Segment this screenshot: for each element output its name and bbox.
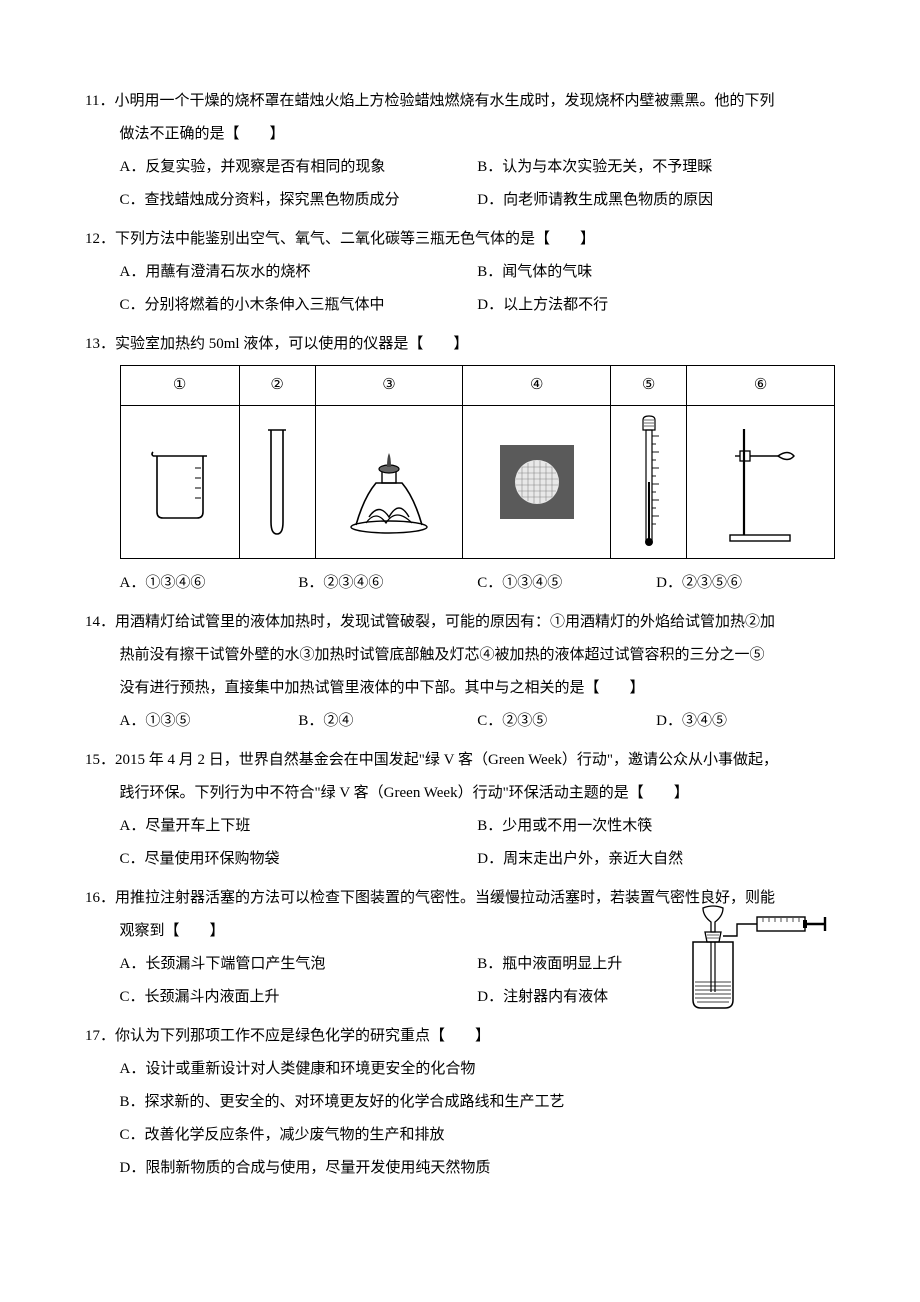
q13-opt-a: A．①③④⑥	[120, 567, 299, 600]
question-17: 17．你认为下列那项工作不应是绿色化学的研究重点【 】 A．设计或重新设计对人类…	[85, 1020, 835, 1185]
q15-stem-line2: 践行环保。下列行为中不符合"绿 V 客（Green Week）行动"环保活动主题…	[85, 777, 835, 810]
q15-opt-b: B．少用或不用一次性木筷	[477, 810, 835, 843]
q17-opt-b: B．探求新的、更安全的、对环境更友好的化学合成路线和生产工艺	[120, 1086, 836, 1119]
q13-table-wrap: ① ② ③ ④ ⑤ ⑥	[85, 365, 835, 559]
q13-opt-b: B．②③④⑥	[298, 567, 477, 600]
question-16: 16．用推拉注射器活塞的方法可以检查下图装置的气密性。当缓慢拉动活塞时，若装置气…	[85, 882, 835, 1014]
th-5: ⑤	[611, 366, 687, 406]
q16-opt-c: C．长颈漏斗内液面上升	[120, 981, 478, 1014]
q17-opt-a: A．设计或重新设计对人类健康和环境更安全的化合物	[120, 1053, 836, 1086]
q14-num: 14．	[85, 614, 115, 630]
cell-test-tube	[239, 406, 315, 559]
question-14: 14．用酒精灯给试管里的液体加热时，发现试管破裂，可能的原因有：①用酒精灯的外焰…	[85, 606, 835, 738]
q11-opt-a: A．反复实验，并观察是否有相同的现象	[120, 151, 478, 184]
q16-num: 16．	[85, 890, 115, 906]
q13-opt-d: D．②③⑤⑥	[656, 567, 835, 600]
q17-stem: 17．你认为下列那项工作不应是绿色化学的研究重点【 】	[85, 1020, 835, 1053]
q11-options: A．反复实验，并观察是否有相同的现象 B．认为与本次实验无关，不予理睬 C．查找…	[85, 151, 835, 217]
th-4: ④	[463, 366, 611, 406]
q15-num: 15．	[85, 752, 115, 768]
cell-asbestos-net	[463, 406, 611, 559]
q12-options: A．用蘸有澄清石灰水的烧杯 B．闻气体的气味 C．分别将燃着的小木条伸入三瓶气体…	[85, 256, 835, 322]
equipment-table: ① ② ③ ④ ⑤ ⑥	[120, 365, 836, 559]
cell-alcohol-lamp	[315, 406, 463, 559]
th-2: ②	[239, 366, 315, 406]
q12-opt-c: C．分别将燃着的小木条伸入三瓶气体中	[120, 289, 478, 322]
q17-opt-d: D．限制新物质的合成与使用，尽量开发使用纯天然物质	[120, 1152, 836, 1185]
q15-stem-line1: 15．2015 年 4 月 2 日，世界自然基金会在中国发起"绿 V 客（Gre…	[85, 744, 835, 777]
q15-opt-d: D．周末走出户外，亲近大自然	[477, 843, 835, 876]
alcohol-lamp-icon	[344, 427, 434, 537]
th-6: ⑥	[687, 366, 835, 406]
q11-stem-line2: 做法不正确的是【 】	[85, 118, 835, 151]
q16-apparatus	[665, 904, 835, 1014]
q15-options: A．尽量开车上下班 B．少用或不用一次性木筷 C．尽量使用环保购物袋 D．周末走…	[85, 810, 835, 876]
q12-stem-text: 下列方法中能鉴别出空气、氧气、二氧化碳等三瓶无色气体的是【 】	[115, 231, 595, 247]
q11-stem-line1: 11．小明用一个干燥的烧杯罩在蜡烛火焰上方检验蜡烛燃烧有水生成时，发现烧杯内壁被…	[85, 85, 835, 118]
q17-options: A．设计或重新设计对人类健康和环境更安全的化合物 B．探求新的、更安全的、对环境…	[85, 1053, 835, 1185]
question-11: 11．小明用一个干燥的烧杯罩在蜡烛火焰上方检验蜡烛燃烧有水生成时，发现烧杯内壁被…	[85, 85, 835, 217]
q14-stem-line3: 没有进行预热，直接集中加热试管里液体的中下部。其中与之相关的是【 】	[85, 672, 835, 705]
q11-opt-d: D．向老师请教生成黑色物质的原因	[477, 184, 835, 217]
table-header-row: ① ② ③ ④ ⑤ ⑥	[120, 366, 835, 406]
q11-opt-c: C．查找蜡烛成分资料，探究黑色物质成分	[120, 184, 478, 217]
q13-stem-text: 实验室加热约 50ml 液体，可以使用的仪器是【 】	[115, 336, 468, 352]
cell-iron-stand	[687, 406, 835, 559]
q13-stem: 13．实验室加热约 50ml 液体，可以使用的仪器是【 】	[85, 328, 835, 361]
q11-opt-b: B．认为与本次实验无关，不予理睬	[477, 151, 835, 184]
q16-opt-a: A．长颈漏斗下端管口产生气泡	[120, 948, 478, 981]
q14-stem-text1: 用酒精灯给试管里的液体加热时，发现试管破裂，可能的原因有：①用酒精灯的外焰给试管…	[115, 614, 775, 630]
q11-num: 11．	[85, 93, 114, 109]
cell-thermometer	[611, 406, 687, 559]
question-13: 13．实验室加热约 50ml 液体，可以使用的仪器是【 】 ① ② ③ ④ ⑤ …	[85, 328, 835, 600]
q13-options: A．①③④⑥ B．②③④⑥ C．①③④⑤ D．②③⑤⑥	[85, 567, 835, 600]
beaker-icon	[145, 442, 215, 522]
asbestos-net-icon	[492, 437, 582, 527]
q11-stem-text1: 小明用一个干燥的烧杯罩在蜡烛火焰上方检验蜡烛燃烧有水生成时，发现烧杯内壁被熏黑。…	[114, 93, 774, 109]
q14-opt-b: B．②④	[298, 705, 477, 738]
q14-options: A．①③⑤ B．②④ C．②③⑤ D．③④⑤	[85, 705, 835, 738]
q13-opt-c: C．①③④⑤	[477, 567, 656, 600]
cell-beaker	[120, 406, 239, 559]
q12-opt-d: D．以上方法都不行	[477, 289, 835, 322]
th-3: ③	[315, 366, 463, 406]
q12-opt-b: B．闻气体的气味	[477, 256, 835, 289]
q14-stem-line2: 热前没有擦干试管外壁的水③加热时试管底部触及灯芯④被加热的液体超过试管容积的三分…	[85, 639, 835, 672]
q12-stem: 12．下列方法中能鉴别出空气、氧气、二氧化碳等三瓶无色气体的是【 】	[85, 223, 835, 256]
q17-opt-c: C．改善化学反应条件，减少废气物的生产和排放	[120, 1119, 836, 1152]
q15-stem-text1: 2015 年 4 月 2 日，世界自然基金会在中国发起"绿 V 客（Green …	[115, 752, 778, 768]
th-1: ①	[120, 366, 239, 406]
q14-opt-d: D．③④⑤	[656, 705, 835, 738]
q12-num: 12．	[85, 231, 115, 247]
question-12: 12．下列方法中能鉴别出空气、氧气、二氧化碳等三瓶无色气体的是【 】 A．用蘸有…	[85, 223, 835, 322]
syringe-apparatus-icon	[665, 904, 835, 1014]
q17-stem-text: 你认为下列那项工作不应是绿色化学的研究重点【 】	[115, 1028, 490, 1044]
q14-stem-line1: 14．用酒精灯给试管里的液体加热时，发现试管破裂，可能的原因有：①用酒精灯的外焰…	[85, 606, 835, 639]
q15-opt-c: C．尽量使用环保购物袋	[120, 843, 478, 876]
thermometer-icon	[629, 412, 669, 552]
q16-opt-b: B．瓶中液面明显上升	[477, 948, 692, 981]
q16-opt-d: D．注射器内有液体	[477, 981, 692, 1014]
q15-opt-a: A．尽量开车上下班	[120, 810, 478, 843]
q14-opt-c: C．②③⑤	[477, 705, 656, 738]
q17-num: 17．	[85, 1028, 115, 1044]
q13-num: 13．	[85, 336, 115, 352]
table-image-row	[120, 406, 835, 559]
iron-stand-icon	[716, 417, 806, 547]
q14-opt-a: A．①③⑤	[120, 705, 299, 738]
question-15: 15．2015 年 4 月 2 日，世界自然基金会在中国发起"绿 V 客（Gre…	[85, 744, 835, 876]
q12-opt-a: A．用蘸有澄清石灰水的烧杯	[120, 256, 478, 289]
test-tube-icon	[257, 422, 297, 542]
